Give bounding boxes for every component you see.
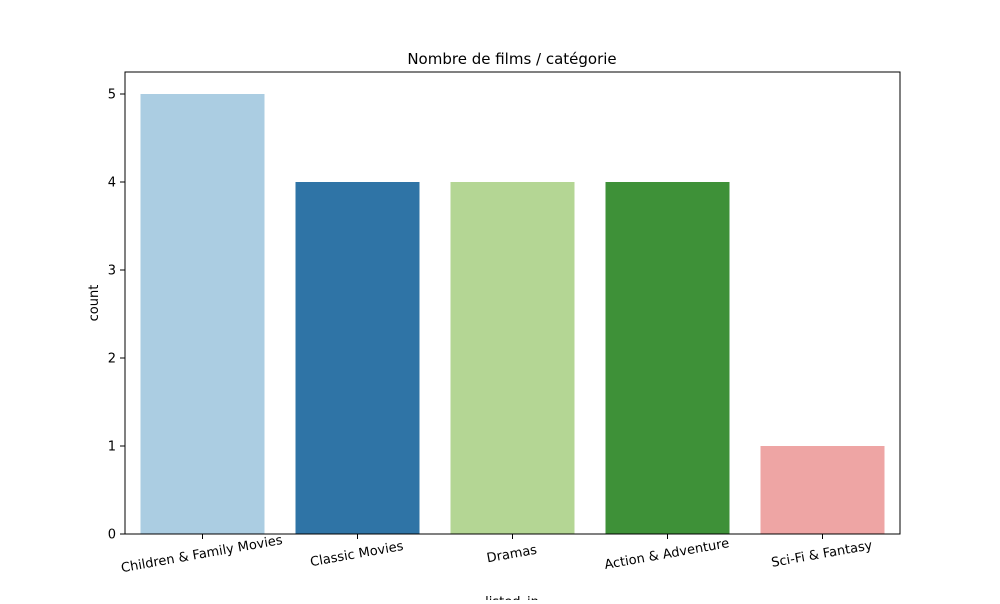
bar [295, 182, 420, 534]
y-tick-label: 5 [108, 88, 116, 103]
bar [450, 182, 575, 534]
plot-frame [124, 71, 901, 535]
bar [605, 182, 730, 534]
y-axis-label: count [87, 285, 102, 322]
bar [760, 446, 885, 534]
y-tick-label: 4 [108, 176, 116, 191]
x-tick-label: Children & Family Movies [120, 533, 284, 576]
bar [140, 94, 265, 534]
x-axis: Children & Family Movies Classic Movies Dr… [120, 533, 874, 576]
x-tick-label: Sci-Fi & Fantasy [770, 538, 874, 571]
y-tick-label: 3 [108, 264, 116, 279]
y-tick-label: 1 [108, 440, 116, 455]
bars-layer [140, 94, 885, 534]
y-tick-label: 2 [108, 352, 116, 367]
x-axis-label: listed_in [485, 595, 539, 600]
x-tick-label: Classic Movies [309, 539, 405, 570]
y-axis: 0 1 2 3 4 5 [108, 88, 125, 543]
x-tick-label: Action & Adventure [603, 536, 730, 573]
y-tick-label: 0 [108, 528, 116, 543]
x-tick-label: Dramas [486, 543, 539, 567]
chart-title: Nombre de films / catégorie [407, 50, 616, 68]
